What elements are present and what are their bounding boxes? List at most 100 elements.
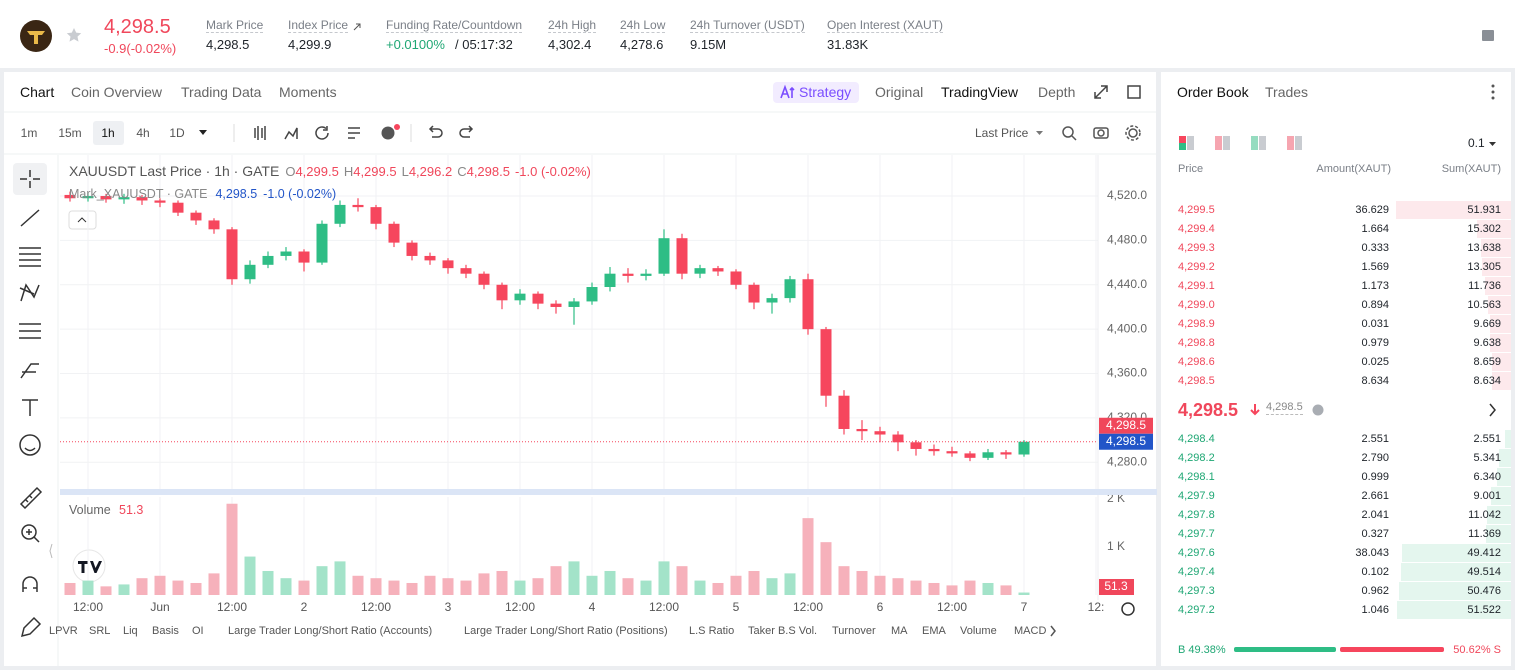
ob-price[interactable]: 4,299.4 [1178, 223, 1215, 235]
price-source[interactable]: Last Price [975, 126, 1029, 140]
ob-price[interactable]: 4,297.3 [1178, 585, 1215, 597]
ob-price[interactable]: 4,298.5 [1178, 375, 1215, 387]
ob-precision[interactable]: 0.1 [1468, 136, 1485, 150]
tab[interactable]: Coin Overview [71, 84, 163, 100]
ob-price[interactable]: 4,298.2 [1178, 452, 1215, 464]
tab[interactable]: Trading Data [181, 84, 262, 100]
volume-tick-label: 1 K [1107, 539, 1125, 553]
stat-label: Open Interest (XAUT) [827, 18, 944, 33]
caret[interactable] [1489, 142, 1496, 146]
indicator[interactable]: EMA [922, 625, 946, 637]
ob-price[interactable]: 4,298.9 [1178, 318, 1215, 330]
indicator[interactable]: OI [192, 625, 204, 637]
ob-amount: 0.999 [1361, 471, 1389, 483]
settings-icon[interactable] [1482, 30, 1494, 41]
volume-bar [100, 586, 112, 595]
ob-price[interactable]: 4,297.4 [1178, 566, 1215, 578]
ob-price[interactable]: 4,299.1 [1178, 280, 1215, 292]
ob-sum: 9.638 [1473, 337, 1501, 349]
indicator[interactable]: L.S Ratio [689, 625, 735, 637]
volume-bar [406, 582, 418, 595]
interval[interactable]: 15m [58, 126, 82, 140]
view-tab[interactable]: Original [875, 84, 924, 100]
volume-bar [280, 578, 292, 595]
indicator[interactable]: Turnover [832, 625, 876, 637]
ob-price[interactable]: 4,298.6 [1178, 356, 1215, 368]
ob-price[interactable]: 4,298.4 [1178, 433, 1215, 445]
chevron[interactable] [1489, 403, 1496, 417]
indicator[interactable]: MA [891, 625, 908, 637]
favorite-star[interactable] [66, 28, 82, 42]
ob-tab[interactable]: Trades [1265, 84, 1309, 100]
ob-price[interactable]: 4,297.9 [1178, 490, 1215, 502]
ob-amount: 0.025 [1361, 356, 1389, 368]
strategy-pill[interactable] [773, 82, 859, 103]
candle-body [100, 196, 112, 200]
view-tab[interactable]: TradingView [941, 84, 1019, 100]
candle-body [892, 434, 904, 443]
tab[interactable]: Moments [279, 84, 337, 100]
more-indicators[interactable] [1050, 625, 1056, 637]
ob-price[interactable]: 4,297.2 [1178, 604, 1215, 616]
indicator[interactable]: Basis [152, 625, 179, 637]
interval[interactable]: 1m [20, 126, 38, 140]
indicator[interactable]: Volume [960, 625, 997, 637]
orderbook-modes[interactable] [1179, 136, 1302, 150]
fullscreen-icon[interactable] [1094, 85, 1108, 99]
tv-logo-mark [78, 561, 102, 573]
ob-price[interactable]: 4,297.7 [1178, 528, 1215, 540]
interval[interactable]: 1D [169, 126, 185, 140]
ob-price[interactable]: 4,298.8 [1178, 337, 1215, 349]
window-icon[interactable] [1127, 85, 1141, 99]
interval[interactable]: 1h [101, 126, 115, 140]
candle-body [388, 223, 400, 243]
caret[interactable] [1036, 131, 1043, 135]
ob-price[interactable]: 4,299.0 [1178, 299, 1215, 311]
ob-sum: 15.302 [1467, 223, 1501, 235]
candle-body [478, 273, 490, 285]
volume-bar [640, 580, 652, 595]
candle-body [406, 242, 418, 256]
collapse-button[interactable] [68, 210, 97, 230]
kebab[interactable] [1491, 84, 1495, 100]
indicator[interactable]: Large Trader Long/Short Ratio (Accounts) [228, 625, 433, 637]
scroll-icon[interactable] [49, 543, 53, 559]
candle-body [154, 200, 166, 203]
interval[interactable]: 4h [136, 126, 150, 140]
price-change: -0.9(-0.02%) [104, 41, 177, 56]
mark-title: Mark_XAUUSDT · GATE [69, 187, 208, 201]
candle-body [172, 202, 184, 213]
drawing-tools[interactable] [13, 163, 47, 638]
caret[interactable] [199, 130, 207, 135]
stat-extra: / 05:17:32 [455, 37, 513, 52]
link-icon [353, 23, 361, 31]
indicator[interactable]: MACD [1014, 625, 1046, 637]
ob-price[interactable]: 4,297.6 [1178, 547, 1215, 559]
candle-body [82, 196, 94, 199]
stat-value: 4,299.9 [288, 37, 332, 52]
indicator[interactable]: SRL [89, 625, 111, 637]
indicator[interactable]: LPVR [49, 625, 78, 637]
legend-ohlc: O4,299.5 H4,299.5 L4,296.2 C4,298.5 -1.0 (-0… [285, 164, 591, 179]
ob-price[interactable]: 4,298.1 [1178, 471, 1215, 483]
view-tab[interactable]: Depth [1038, 84, 1076, 100]
right-tools[interactable] [1062, 125, 1141, 141]
indicator[interactable]: Taker B.S Vol. [748, 625, 818, 637]
axis-settings[interactable] [1121, 602, 1135, 616]
candle-body [694, 268, 706, 274]
indicator[interactable]: Liq [123, 625, 138, 637]
volume-bar [946, 585, 958, 595]
ob-price[interactable]: 4,299.2 [1178, 261, 1215, 273]
candle-body [730, 271, 742, 285]
y-tick-label: 4,520.0 [1107, 188, 1147, 202]
ob-tab[interactable]: Order Book [1177, 84, 1249, 100]
toolbar-icons[interactable] [254, 126, 395, 140]
ob-price[interactable]: 4,297.8 [1178, 509, 1215, 521]
undo-redo[interactable] [428, 125, 474, 138]
volume-bar [460, 580, 472, 595]
tab[interactable]: Chart [20, 84, 55, 100]
ob-price[interactable]: 4,299.5 [1178, 204, 1215, 216]
ob-price[interactable]: 4,299.3 [1178, 242, 1215, 254]
indicator[interactable]: Large Trader Long/Short Ratio (Positions… [464, 625, 668, 637]
view-tab[interactable]: Strategy [799, 84, 852, 100]
